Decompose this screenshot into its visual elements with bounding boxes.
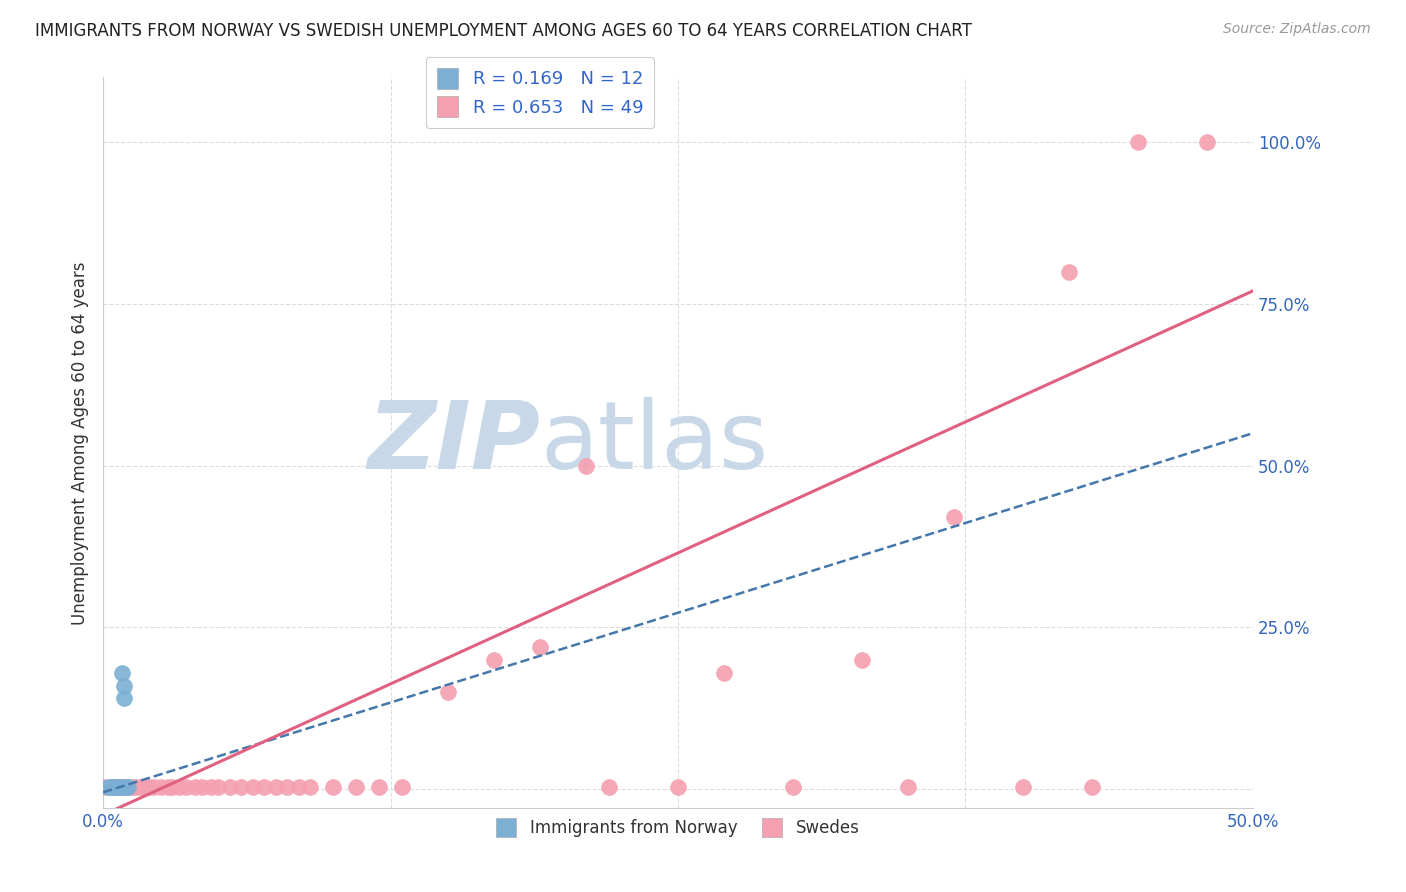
Point bbox=[287, 780, 309, 794]
Point bbox=[174, 780, 197, 794]
Point bbox=[129, 780, 152, 794]
Text: ZIP: ZIP bbox=[367, 397, 540, 489]
Point bbox=[942, 510, 965, 524]
Point bbox=[112, 780, 135, 794]
Point bbox=[242, 780, 264, 794]
Point bbox=[391, 780, 413, 794]
Point bbox=[105, 780, 128, 794]
Point bbox=[437, 685, 460, 699]
Point bbox=[134, 780, 156, 794]
Point bbox=[142, 780, 165, 794]
Point bbox=[299, 780, 322, 794]
Point bbox=[713, 665, 735, 680]
Point bbox=[1057, 264, 1080, 278]
Point bbox=[167, 780, 190, 794]
Point bbox=[110, 780, 132, 794]
Text: atlas: atlas bbox=[540, 397, 768, 489]
Point bbox=[108, 780, 131, 794]
Point bbox=[112, 679, 135, 693]
Point bbox=[156, 780, 179, 794]
Point bbox=[160, 780, 183, 794]
Point bbox=[782, 780, 804, 794]
Point bbox=[104, 780, 127, 794]
Point bbox=[276, 780, 298, 794]
Point bbox=[322, 780, 344, 794]
Point bbox=[104, 780, 127, 794]
Point bbox=[529, 640, 551, 654]
Point bbox=[1195, 135, 1218, 149]
Point bbox=[115, 780, 138, 794]
Point bbox=[264, 780, 287, 794]
Point bbox=[138, 780, 160, 794]
Point bbox=[575, 458, 598, 473]
Point bbox=[200, 780, 222, 794]
Point bbox=[666, 780, 689, 794]
Point bbox=[218, 780, 240, 794]
Y-axis label: Unemployment Among Ages 60 to 64 years: Unemployment Among Ages 60 to 64 years bbox=[72, 261, 89, 624]
Point bbox=[120, 780, 142, 794]
Point bbox=[98, 780, 121, 794]
Legend: Immigrants from Norway, Swedes: Immigrants from Norway, Swedes bbox=[489, 812, 866, 844]
Point bbox=[1081, 780, 1104, 794]
Point bbox=[368, 780, 391, 794]
Point bbox=[110, 665, 132, 680]
Point bbox=[598, 780, 620, 794]
Point bbox=[112, 691, 135, 706]
Point bbox=[897, 780, 920, 794]
Point bbox=[117, 780, 139, 794]
Point bbox=[253, 780, 276, 794]
Point bbox=[184, 780, 207, 794]
Point bbox=[1012, 780, 1035, 794]
Point bbox=[1126, 135, 1149, 149]
Point bbox=[91, 780, 114, 794]
Point bbox=[108, 780, 131, 794]
Point bbox=[229, 780, 252, 794]
Point bbox=[115, 780, 138, 794]
Point bbox=[101, 780, 124, 794]
Point bbox=[344, 780, 367, 794]
Point bbox=[851, 653, 873, 667]
Point bbox=[97, 780, 120, 794]
Point bbox=[108, 780, 131, 794]
Text: IMMIGRANTS FROM NORWAY VS SWEDISH UNEMPLOYMENT AMONG AGES 60 TO 64 YEARS CORRELA: IMMIGRANTS FROM NORWAY VS SWEDISH UNEMPL… bbox=[35, 22, 972, 40]
Point bbox=[149, 780, 172, 794]
Point bbox=[482, 653, 505, 667]
Point bbox=[191, 780, 214, 794]
Point bbox=[207, 780, 229, 794]
Point bbox=[124, 780, 146, 794]
Text: Source: ZipAtlas.com: Source: ZipAtlas.com bbox=[1223, 22, 1371, 37]
